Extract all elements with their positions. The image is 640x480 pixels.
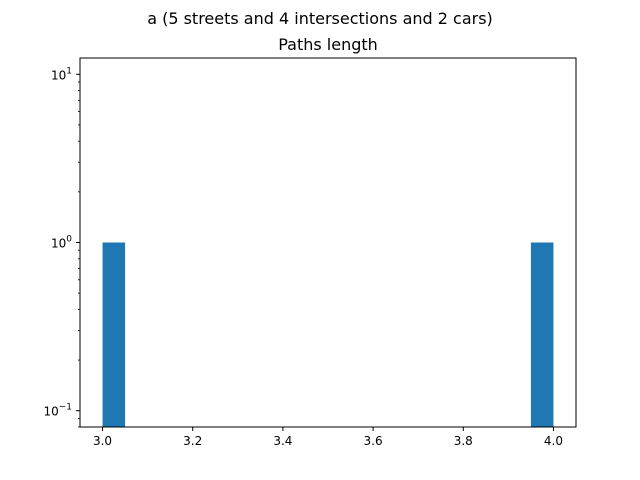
x-tick-label: 3.2 xyxy=(183,434,202,448)
histogram-bar xyxy=(102,242,126,427)
y-tick-label: 10−1 xyxy=(43,403,72,419)
y-tick-label-exponent: −1 xyxy=(59,403,72,413)
y-tick-label-exponent: 1 xyxy=(66,66,72,76)
chart-title: Paths length xyxy=(278,35,378,54)
y-tick-label-base: 10 xyxy=(51,237,66,251)
y-tick-label-base: 10 xyxy=(43,405,58,419)
x-tick-label: 3.0 xyxy=(93,434,112,448)
y-tick-label-exponent: 0 xyxy=(66,235,72,245)
y-tick-label: 101 xyxy=(51,66,72,82)
x-tick-label: 3.6 xyxy=(364,434,383,448)
histogram-bar xyxy=(530,242,554,427)
y-tick-label: 100 xyxy=(51,235,72,251)
x-tick-label: 3.8 xyxy=(454,434,473,448)
y-tick-label-base: 10 xyxy=(51,68,66,82)
figure-suptitle: a (5 streets and 4 intersections and 2 c… xyxy=(147,9,493,28)
x-ticks: 3.0 3.2 3.4 3.6 3.8 4.0 xyxy=(93,427,563,448)
bars-group xyxy=(102,242,554,427)
plot-frame xyxy=(79,57,577,428)
x-tick-label: 4.0 xyxy=(544,434,563,448)
x-tick-label: 3.4 xyxy=(273,434,292,448)
